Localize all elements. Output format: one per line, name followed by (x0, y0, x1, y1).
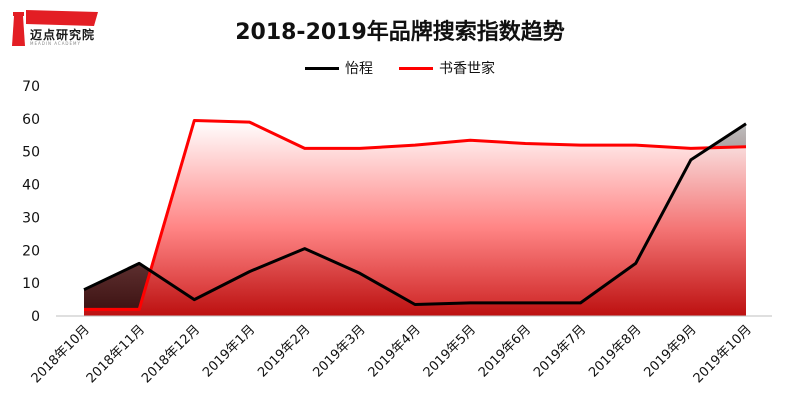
x-tick-label: 2019年4月 (366, 322, 424, 380)
legend-label-shuxiang: 书香世家 (439, 61, 495, 77)
legend-label-yicheng: 怡程 (345, 61, 373, 77)
x-tick-label: 2019年8月 (586, 322, 644, 380)
y-tick-label: 70 (22, 79, 40, 95)
x-tick-label: 2019年10月 (691, 322, 755, 386)
legend-item-shuxiang: 书香世家 (399, 58, 495, 78)
x-tick-label: 2019年9月 (641, 322, 699, 380)
x-tick-label: 2019年7月 (531, 322, 589, 380)
x-tick-label: 2018年11月 (84, 322, 148, 386)
legend-item-yicheng: 怡程 (305, 58, 373, 78)
logo-subtext: MEADIN ACADEMY (30, 41, 81, 46)
area-shuxiang (84, 120, 746, 316)
y-tick-label: 40 (22, 178, 40, 194)
x-tick-label: 2019年1月 (200, 322, 258, 380)
x-tick-label: 2018年10月 (29, 322, 93, 386)
x-tick-label: 2019年2月 (255, 322, 313, 380)
line-yicheng (83, 122, 747, 306)
x-tick-label: 2019年5月 (421, 322, 479, 380)
y-tick-label: 20 (22, 243, 40, 259)
legend-swatch-shuxiang (399, 66, 433, 70)
x-tick-label: 2018年12月 (139, 322, 203, 386)
logo: 迈点研究院 MEADIN ACADEMY (6, 6, 98, 50)
line-shuxiang (84, 119, 747, 311)
legend-swatch-yicheng (305, 66, 339, 70)
y-tick-label: 10 (22, 276, 40, 292)
y-tick-label: 0 (31, 309, 40, 325)
y-tick-label: 50 (22, 145, 40, 161)
y-tick-label: 60 (22, 112, 40, 128)
lighthouse-icon (12, 10, 98, 46)
y-tick-label: 30 (22, 210, 40, 226)
x-tick-label: 2019年6月 (476, 322, 534, 380)
legend: 怡程 书香世家 (0, 58, 800, 78)
x-tick-label: 2019年3月 (310, 322, 368, 380)
chart-title: 2018-2019年品牌搜索指数趋势 (235, 20, 565, 45)
logo-text: 迈点研究院 (30, 28, 96, 42)
